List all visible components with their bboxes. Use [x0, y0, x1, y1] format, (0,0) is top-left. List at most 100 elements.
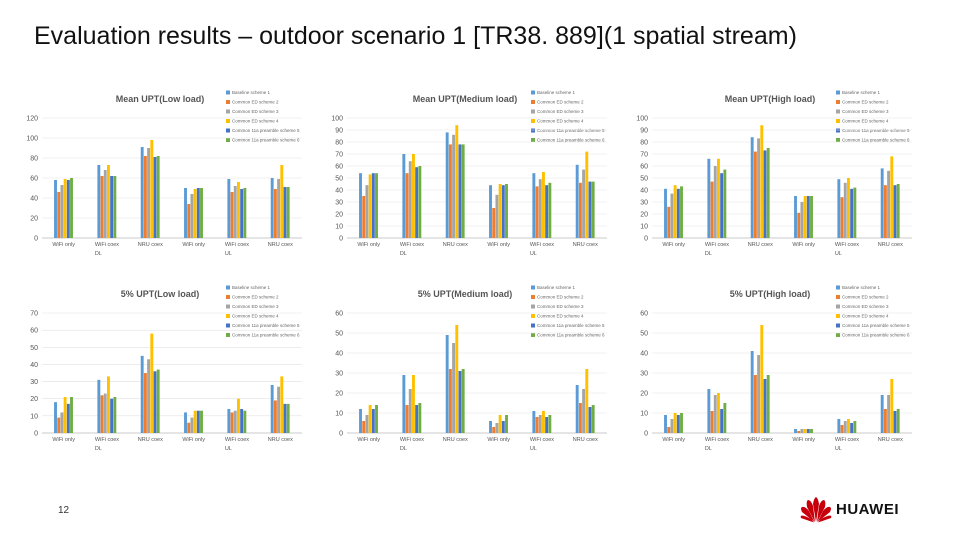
chart-mean-upt-low-load: Mean UPT(Low load) Baseline scheme 1 Commo…: [26, 90, 302, 257]
bar: [273, 400, 277, 433]
y-tick-label: 20: [30, 216, 38, 223]
y-tick-label: 120: [26, 116, 38, 123]
x-group-label: UL: [835, 446, 842, 452]
legend-label: Common ED scheme 4: [842, 119, 889, 124]
legend-swatch: [836, 128, 840, 133]
y-tick-label: 0: [644, 236, 648, 243]
x-category-label: WiFi coex: [705, 437, 729, 443]
bar: [196, 410, 200, 433]
x-group-label: DL: [95, 446, 102, 452]
bar: [200, 188, 203, 238]
bar: [270, 385, 274, 433]
legend-swatch: [531, 109, 535, 114]
x-category-label: NRU coex: [878, 242, 903, 248]
legend-swatch: [531, 323, 535, 328]
y-tick-label: 80: [335, 140, 343, 147]
bar: [850, 423, 854, 433]
bar: [753, 151, 757, 238]
bar: [57, 417, 61, 433]
x-category-label: WiFi coex: [400, 242, 424, 248]
bar: [588, 407, 592, 433]
y-tick-label: 0: [34, 431, 38, 438]
y-tick-label: 90: [335, 128, 343, 135]
bar: [418, 166, 422, 238]
bar: [883, 409, 887, 433]
y-tick-label: 20: [335, 212, 343, 219]
bar: [66, 403, 70, 433]
legend-label: Common 11a preamble scheme 6: [842, 333, 910, 338]
bar: [501, 185, 505, 238]
bar: [810, 429, 813, 433]
legend-label: Baseline scheme 1: [232, 285, 271, 290]
x-group-label: UL: [835, 251, 842, 257]
bar: [227, 409, 231, 433]
bar: [545, 185, 549, 238]
legend-label: Common ED scheme 4: [537, 314, 584, 319]
legend-swatch: [226, 304, 230, 309]
bar: [371, 409, 375, 433]
legend-label: Baseline scheme 1: [842, 285, 881, 290]
bar: [806, 196, 810, 238]
y-tick-label: 50: [335, 176, 343, 183]
bar: [286, 403, 290, 433]
bar: [445, 132, 449, 238]
x-category-label: NRU coex: [748, 242, 773, 248]
bar: [489, 421, 492, 433]
bar: [585, 369, 589, 433]
legend-label: Baseline scheme 1: [537, 285, 576, 290]
y-tick-label: 50: [30, 345, 38, 352]
y-tick-label: 100: [331, 116, 343, 123]
bar: [156, 156, 160, 238]
bar: [585, 151, 589, 238]
x-group-label: UL: [225, 251, 232, 257]
bar: [359, 409, 362, 433]
bar: [489, 185, 492, 238]
bar: [492, 427, 496, 433]
bar: [452, 343, 456, 433]
bar: [582, 169, 586, 238]
chart-title: Mean UPT(Low load): [116, 94, 205, 104]
legend-swatch: [836, 285, 840, 290]
legend-swatch: [836, 314, 840, 318]
bar: [57, 192, 61, 238]
x-group-label: UL: [530, 446, 537, 452]
bar: [794, 429, 797, 433]
bar: [840, 197, 844, 238]
legend-label: Common 11a preamble scheme 5: [537, 128, 605, 133]
bar: [893, 185, 897, 238]
bar: [766, 375, 770, 433]
y-tick-label: 0: [339, 431, 343, 438]
bar: [800, 429, 804, 433]
y-tick-label: 40: [30, 362, 38, 369]
bar: [803, 429, 807, 433]
legend-label: Common 11a preamble scheme 5: [232, 128, 300, 133]
bar: [542, 172, 545, 238]
bar: [362, 196, 366, 238]
bar: [713, 166, 717, 238]
bar: [710, 181, 714, 238]
x-category-label: NRU coex: [443, 242, 468, 248]
bar: [233, 410, 237, 433]
bar: [70, 178, 73, 238]
x-category-label: WiFi only: [52, 437, 75, 443]
legend-swatch: [226, 90, 230, 95]
bar: [110, 398, 114, 433]
bar: [896, 184, 900, 238]
legend-label: Common ED scheme 2: [232, 295, 279, 300]
y-tick-label: 10: [335, 411, 343, 418]
x-group-label: DL: [95, 251, 102, 257]
x-category-label: NRU coex: [878, 437, 903, 443]
legend-label: Common 11a preamble scheme 5: [842, 128, 910, 133]
bar: [582, 389, 586, 433]
bar: [495, 423, 499, 433]
y-tick-label: 40: [335, 188, 343, 195]
bar: [532, 411, 536, 433]
logo-text: HUAWEI: [836, 501, 899, 518]
bar: [140, 355, 144, 433]
x-category-label: WiFi coex: [530, 242, 554, 248]
bar: [750, 137, 754, 238]
bar: [887, 170, 891, 238]
legend-swatch: [531, 333, 535, 337]
slide-title: Evaluation results – outdoor scenario 1 …: [34, 22, 797, 50]
bar: [402, 375, 406, 433]
